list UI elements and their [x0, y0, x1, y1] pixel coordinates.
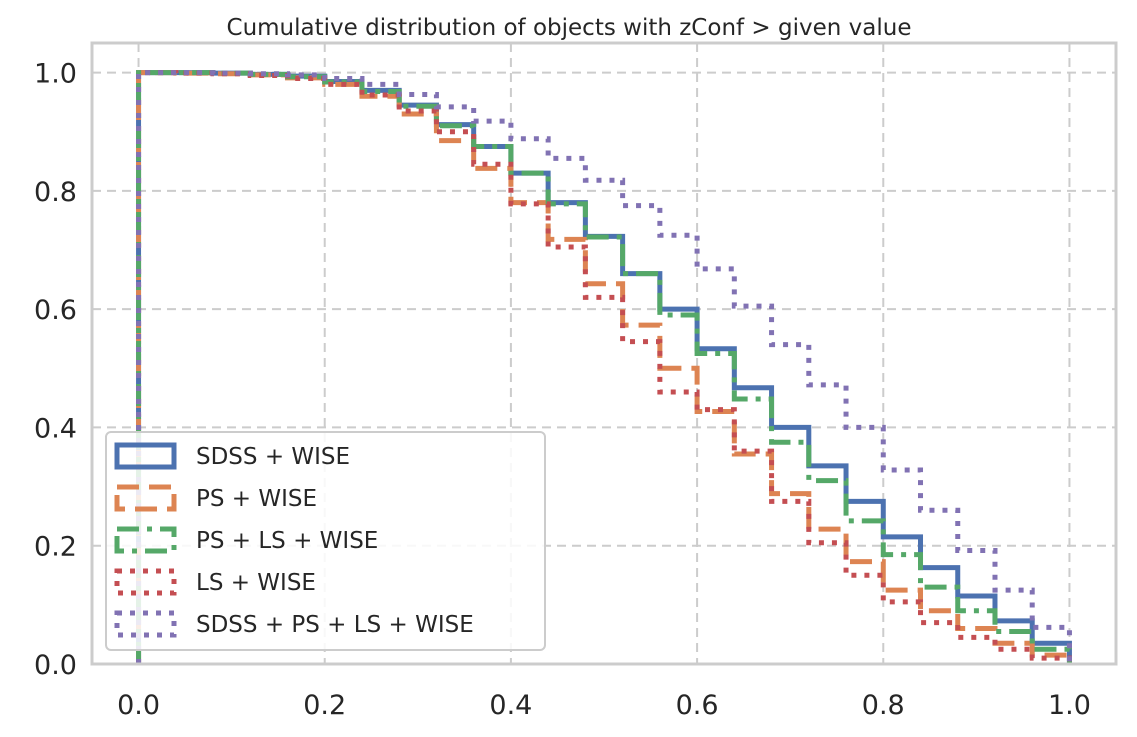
x-tick-labels: 0.0 0.2 0.4 0.6 0.8 1.0 — [117, 690, 1091, 721]
y-tick-label: 0.4 — [34, 413, 77, 444]
x-tick-label: 0.6 — [676, 690, 719, 721]
x-tick-label: 1.0 — [1048, 690, 1091, 721]
legend-swatch — [114, 484, 177, 512]
x-tick-label: 0.8 — [862, 690, 905, 721]
legend-box — [105, 431, 546, 651]
y-tick-label: 0.0 — [34, 650, 77, 681]
y-tick-label: 0.6 — [34, 295, 77, 326]
legend-label: PS + LS + WISE — [196, 528, 378, 554]
legend-label: LS + WISE — [196, 570, 316, 596]
legend-swatch — [114, 568, 177, 596]
x-tick-label: 0.2 — [303, 690, 346, 721]
x-tick-label: 0.4 — [489, 690, 532, 721]
plot-frame — [90, 41, 1118, 666]
series-line-5 — [136, 70, 1072, 664]
legend-swatch — [114, 610, 177, 638]
legend-label: SDSS + PS + LS + WISE — [196, 612, 474, 638]
x-tick-label: 0.0 — [117, 690, 160, 721]
y-tick-label: 0.8 — [34, 177, 77, 208]
y-tick-labels: 0.0 0.2 0.4 0.6 0.8 1.0 — [34, 59, 77, 681]
series-lines — [136, 70, 1072, 664]
y-tick-label: 1.0 — [34, 59, 77, 90]
legend-swatch — [114, 442, 177, 470]
legend: SDSS + WISE PS + WISE PS + LS + WISE LS + W… — [105, 431, 546, 651]
legend-label: PS + WISE — [196, 486, 317, 512]
chart-title: Cumulative distribution of objects with … — [227, 15, 912, 41]
y-tick-label: 0.2 — [34, 532, 77, 563]
legend-swatch — [114, 526, 177, 554]
legend-label: SDSS + WISE — [196, 444, 350, 470]
